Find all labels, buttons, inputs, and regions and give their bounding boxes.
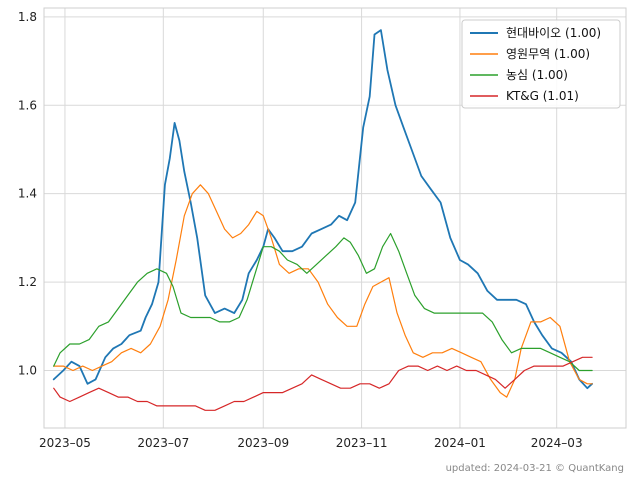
- y-axis-ticks: 1.0 1.2 1.4 1.6 1.8: [18, 10, 37, 378]
- y-tick-label: 1.8: [18, 10, 37, 24]
- legend-label: 현대바이오 (1.00): [506, 26, 601, 40]
- x-tick-label: 2023–05: [39, 436, 91, 450]
- x-axis-ticks: 2023–05 2023–07 2023–09 2023–11 2024–01 2024–…: [39, 436, 583, 450]
- y-tick-label: 1.4: [18, 187, 37, 201]
- x-tick-label: 2023–11: [336, 436, 388, 450]
- y-tick-label: 1.6: [18, 98, 37, 112]
- x-tick-label: 2024–03: [531, 436, 583, 450]
- legend-label: 영원무역 (1.00): [506, 47, 590, 61]
- legend-label: 농심 (1.00): [506, 68, 568, 82]
- x-tick-label: 2024–01: [434, 436, 486, 450]
- legend-label: KT&G (1.01): [506, 89, 579, 103]
- legend: 현대바이오 (1.00) 영원무역 (1.00) 농심 (1.00) KT&G (1.…: [462, 20, 620, 108]
- x-tick-label: 2023–07: [137, 436, 189, 450]
- y-tick-label: 1.0: [18, 364, 37, 378]
- x-tick-label: 2023–09: [237, 436, 289, 450]
- footer-note: updated: 2024-03-21 © QuantKang: [446, 463, 624, 474]
- y-tick-label: 1.2: [18, 275, 37, 289]
